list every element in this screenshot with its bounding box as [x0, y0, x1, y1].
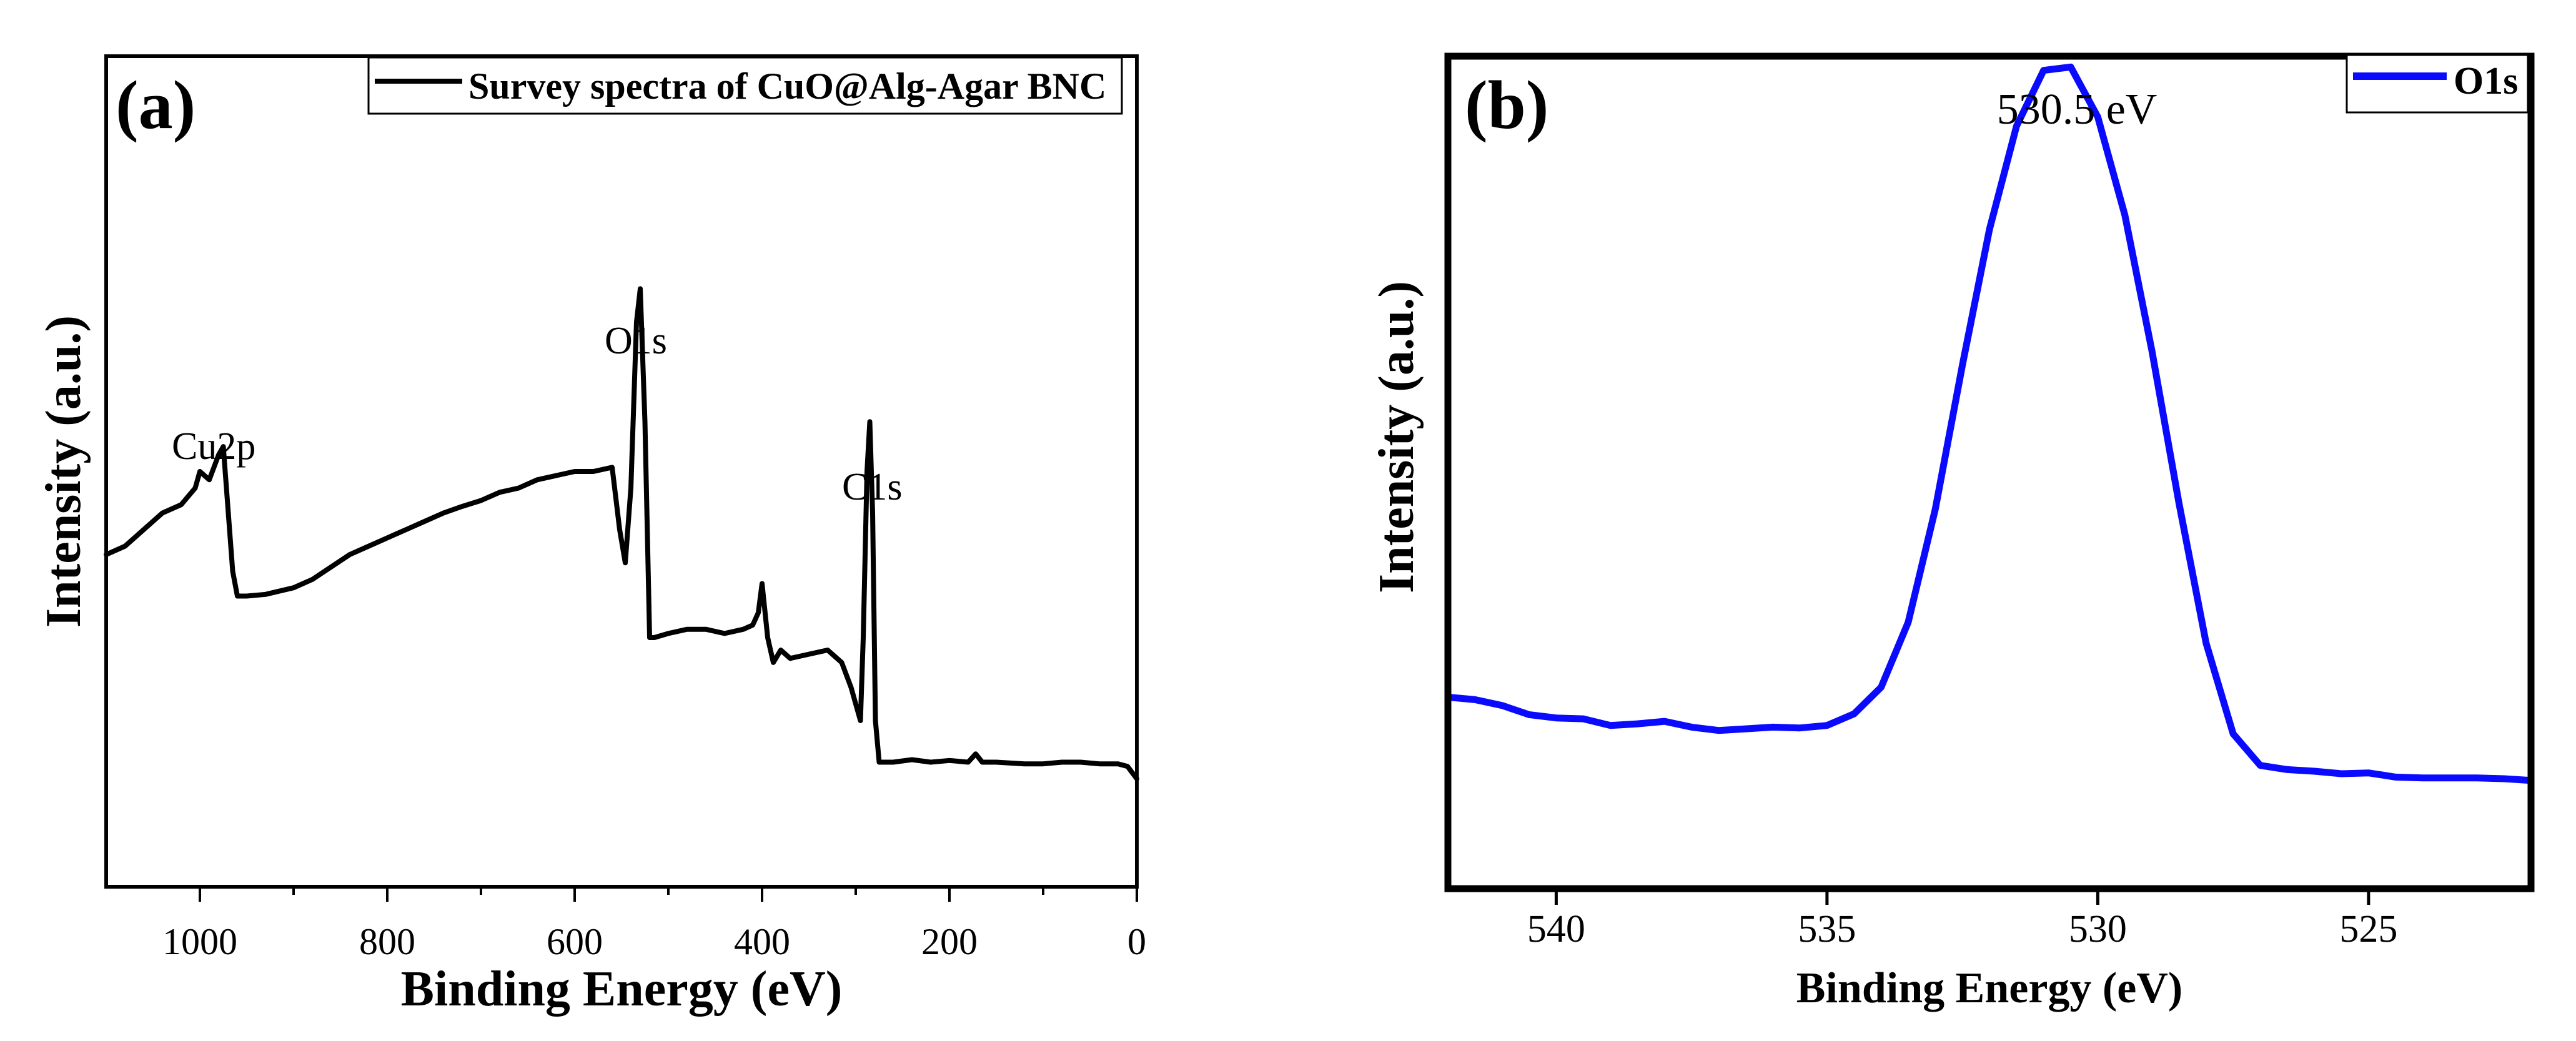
panel-a-y-axis-title: Intensity (a.u.) [36, 315, 91, 628]
panel-b-label: (b) [1465, 67, 1548, 143]
panel-b-x-tick-label: 525 [2339, 908, 2397, 950]
panel-b-legend-label: O1s [2454, 60, 2518, 102]
panel-a-x-tick-label: 800 [359, 921, 415, 962]
panel-a-tick-labels: 1000 800 600 400 200 0 [162, 921, 1146, 962]
panel-a-series [104, 286, 1139, 782]
panel-a-x-tick-label: 0 [1127, 921, 1146, 962]
panel-a-annotations: Cu2p O1s C1s [172, 320, 902, 508]
panel-b-x-axis-title: Binding Energy (eV) [1796, 964, 2182, 1012]
panel-a-series-line-0 [104, 286, 1139, 782]
panel-b-legend-box [2346, 54, 2529, 114]
panel-a-legend-label: Survey spectra of CuO@Alg-Agar BNC [468, 66, 1106, 107]
panel-b: 540 535 530 525 (b) O1s 530.5 eV Binding En… [1369, 52, 2535, 1012]
peak-label-c1s: C1s [842, 466, 902, 508]
panel-a-x-tick-label: 1000 [162, 921, 237, 962]
panel-b-tick-labels: 540 535 530 525 [1527, 908, 2398, 950]
panel-a-label: (a) [116, 67, 196, 143]
panel-a-x-tick-label: 600 [547, 921, 603, 962]
panel-a-legend-box [367, 56, 1123, 115]
panel-a: 1000 800 600 400 200 0 (a) Survey spectra of … [36, 54, 1146, 1017]
panel-a-plot-frame [104, 54, 1139, 889]
panel-b-x-tick-label: 535 [1798, 908, 1856, 950]
panel-b-series [1444, 63, 2535, 784]
panel-a-legend: Survey spectra of CuO@Alg-Agar BNC [367, 56, 1123, 115]
panel-b-legend: O1s [2346, 54, 2529, 114]
panel-a-x-axis-title: Binding Energy (eV) [401, 962, 843, 1017]
panel-b-y-axis-title: Intensity (a.u.) [1369, 281, 1424, 593]
panel-b-x-tick-label: 530 [2069, 908, 2127, 950]
peak-label-cu2p: Cu2p [172, 425, 255, 468]
panel-b-ticks [1554, 889, 2370, 905]
peak-label-530-5-ev: 530.5 eV [1997, 86, 2157, 134]
panel-b-plot-frame [1444, 52, 2535, 892]
panel-b-x-tick-label: 540 [1527, 908, 1585, 950]
panel-a-x-tick-label: 200 [921, 921, 978, 962]
panel-a-ticks [199, 887, 1138, 902]
panel-b-series-line-0 [1444, 63, 2535, 784]
peak-label-o1s: O1s [605, 320, 667, 362]
panel-a-x-tick-label: 400 [734, 921, 790, 962]
